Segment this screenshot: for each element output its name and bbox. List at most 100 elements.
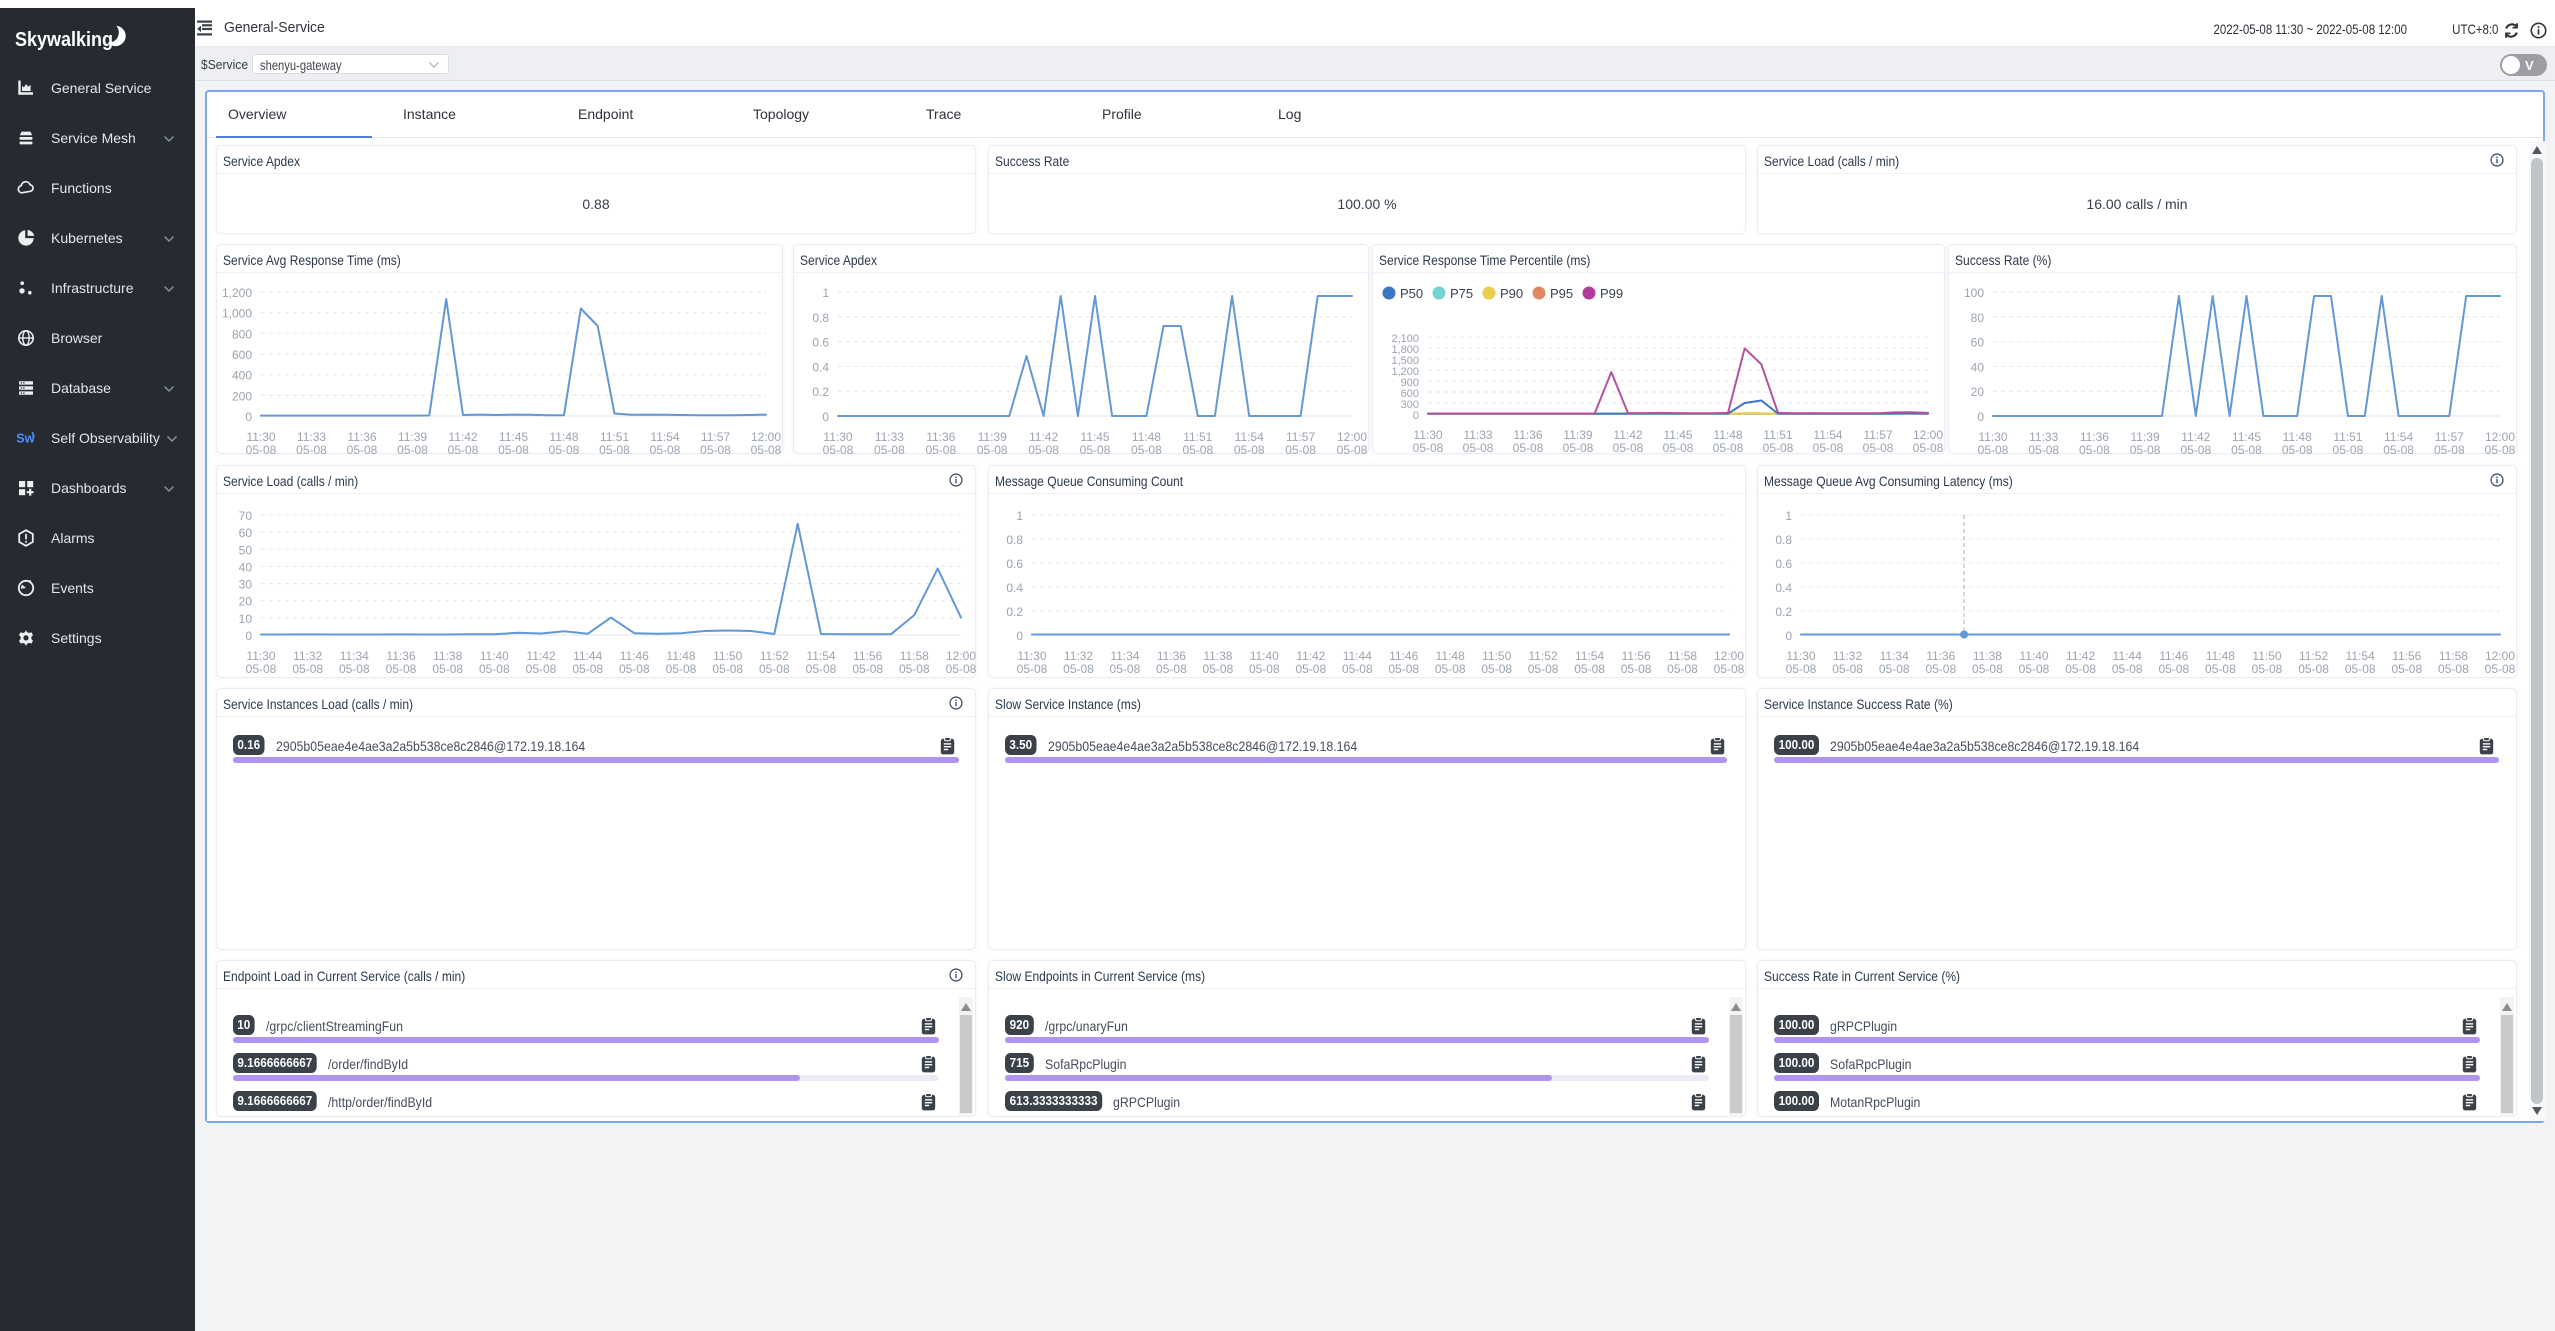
svg-text:11:57: 11:57 xyxy=(1863,428,1892,442)
svg-text:11:45: 11:45 xyxy=(2232,430,2261,444)
svg-text:05-08: 05-08 xyxy=(1295,662,1326,676)
svg-text:11:48: 11:48 xyxy=(549,430,578,444)
svg-text:11:50: 11:50 xyxy=(2252,649,2281,663)
svg-text:400: 400 xyxy=(232,369,252,383)
svg-text:11:42: 11:42 xyxy=(2181,430,2210,444)
svg-text:05-08: 05-08 xyxy=(246,662,277,676)
svg-text:11:38: 11:38 xyxy=(1973,649,2002,663)
svg-text:0.2: 0.2 xyxy=(1775,605,1792,619)
svg-text:05-08: 05-08 xyxy=(2130,443,2161,454)
svg-text:11:54: 11:54 xyxy=(2346,649,2375,663)
svg-text:11:32: 11:32 xyxy=(1833,649,1862,663)
svg-text:05-08: 05-08 xyxy=(2438,662,2469,676)
svg-text:05-08: 05-08 xyxy=(1574,662,1605,676)
svg-text:11:54: 11:54 xyxy=(1813,428,1842,442)
svg-text:05-08: 05-08 xyxy=(347,443,378,454)
svg-text:0.2: 0.2 xyxy=(1006,605,1023,619)
svg-text:05-08: 05-08 xyxy=(572,662,603,676)
svg-text:11:33: 11:33 xyxy=(1463,428,1492,442)
svg-text:05-08: 05-08 xyxy=(1863,441,1894,454)
svg-text:11:58: 11:58 xyxy=(2439,649,2468,663)
svg-text:05-08: 05-08 xyxy=(1714,662,1745,676)
svg-text:11:30: 11:30 xyxy=(1017,649,1046,663)
svg-text:05-08: 05-08 xyxy=(1463,441,1494,454)
svg-text:11:42: 11:42 xyxy=(1613,428,1642,442)
svg-text:05-08: 05-08 xyxy=(549,443,580,454)
svg-text:11:36: 11:36 xyxy=(1513,428,1542,442)
svg-text:0: 0 xyxy=(822,410,829,424)
svg-text:11:54: 11:54 xyxy=(1575,649,1604,663)
svg-text:Sw: Sw xyxy=(17,431,35,446)
svg-text:11:48: 11:48 xyxy=(666,649,695,663)
svg-text:05-08: 05-08 xyxy=(2180,443,2211,454)
svg-text:0.8: 0.8 xyxy=(812,311,829,325)
svg-text:11:32: 11:32 xyxy=(293,649,322,663)
svg-text:70: 70 xyxy=(239,509,253,523)
svg-text:0: 0 xyxy=(245,410,252,424)
svg-text:05-08: 05-08 xyxy=(1342,662,1373,676)
svg-text:40: 40 xyxy=(239,560,253,574)
svg-text:05-08: 05-08 xyxy=(386,662,417,676)
svg-text:05-08: 05-08 xyxy=(1667,662,1698,676)
svg-text:05-08: 05-08 xyxy=(1813,441,1844,454)
svg-text:P50: P50 xyxy=(1400,286,1423,301)
svg-text:11:42: 11:42 xyxy=(1296,649,1325,663)
svg-text:11:54: 11:54 xyxy=(650,430,679,444)
svg-text:11:46: 11:46 xyxy=(620,649,649,663)
svg-text:11:42: 11:42 xyxy=(1029,430,1058,444)
svg-text:05-08: 05-08 xyxy=(2485,443,2516,454)
svg-text:20: 20 xyxy=(1971,385,1985,399)
svg-text:05-08: 05-08 xyxy=(1285,443,1316,454)
svg-text:0.4: 0.4 xyxy=(812,360,829,374)
svg-text:600: 600 xyxy=(232,348,252,362)
svg-text:05-08: 05-08 xyxy=(479,662,510,676)
svg-text:05-08: 05-08 xyxy=(1182,443,1213,454)
svg-text:1,800: 1,800 xyxy=(1391,344,1419,356)
svg-text:05-08: 05-08 xyxy=(1203,662,1234,676)
svg-text:11:44: 11:44 xyxy=(573,649,602,663)
svg-text:11:45: 11:45 xyxy=(1080,430,1109,444)
svg-text:1,200: 1,200 xyxy=(1391,366,1419,378)
svg-text:0.4: 0.4 xyxy=(1775,581,1792,595)
svg-text:11:48: 11:48 xyxy=(1132,430,1161,444)
svg-text:1,000: 1,000 xyxy=(222,307,252,321)
svg-text:05-08: 05-08 xyxy=(1513,441,1544,454)
svg-text:05-08: 05-08 xyxy=(2391,662,2422,676)
svg-text:0.2: 0.2 xyxy=(812,385,829,399)
svg-text:11:48: 11:48 xyxy=(2283,430,2312,444)
svg-text:11:42: 11:42 xyxy=(2066,649,2095,663)
svg-text:12:00: 12:00 xyxy=(751,430,781,444)
svg-text:0.4: 0.4 xyxy=(1006,581,1023,595)
svg-text:05-08: 05-08 xyxy=(1413,441,1444,454)
svg-text:05-08: 05-08 xyxy=(1913,441,1944,454)
svg-text:600: 600 xyxy=(1401,388,1419,400)
svg-text:1,500: 1,500 xyxy=(1391,355,1419,367)
svg-text:05-08: 05-08 xyxy=(2383,443,2414,454)
svg-text:11:45: 11:45 xyxy=(1663,428,1692,442)
svg-text:11:34: 11:34 xyxy=(340,649,369,663)
svg-text:05-08: 05-08 xyxy=(712,662,743,676)
svg-text:05-08: 05-08 xyxy=(1832,662,1863,676)
svg-text:20: 20 xyxy=(239,595,253,609)
svg-text:12:00: 12:00 xyxy=(946,649,976,663)
svg-text:P99: P99 xyxy=(1600,286,1623,301)
svg-text:11:46: 11:46 xyxy=(1389,649,1418,663)
svg-text:11:39: 11:39 xyxy=(978,430,1007,444)
svg-text:05-08: 05-08 xyxy=(1713,441,1744,454)
svg-text:11:39: 11:39 xyxy=(2131,430,2160,444)
svg-text:P90: P90 xyxy=(1500,286,1523,301)
svg-text:0: 0 xyxy=(1413,410,1419,422)
svg-text:11:40: 11:40 xyxy=(1250,649,1279,663)
svg-text:05-08: 05-08 xyxy=(526,662,557,676)
svg-text:05-08: 05-08 xyxy=(806,662,837,676)
svg-text:1,200: 1,200 xyxy=(222,286,252,300)
svg-text:11:45: 11:45 xyxy=(499,430,528,444)
svg-text:11:42: 11:42 xyxy=(448,430,477,444)
svg-text:11:48: 11:48 xyxy=(1436,649,1465,663)
svg-text:0: 0 xyxy=(1785,629,1792,643)
svg-text:05-08: 05-08 xyxy=(2205,662,2236,676)
svg-text:05-08: 05-08 xyxy=(1131,443,1162,454)
svg-text:12:00: 12:00 xyxy=(1337,430,1367,444)
svg-text:05-08: 05-08 xyxy=(1879,662,1910,676)
svg-text:05-08: 05-08 xyxy=(1663,441,1694,454)
